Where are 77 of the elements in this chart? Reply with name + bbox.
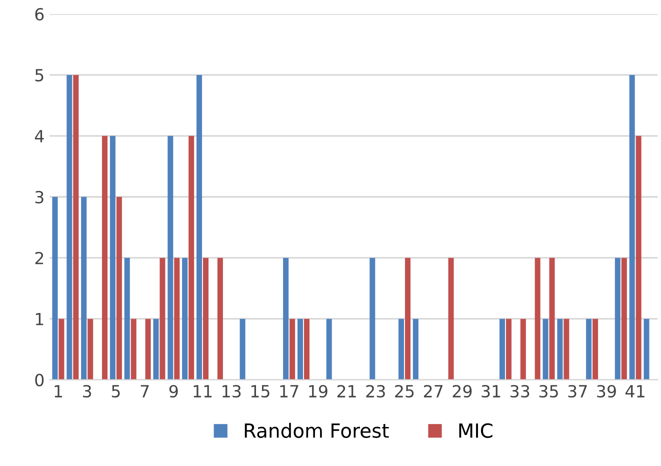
x-tick-label: 41	[626, 385, 644, 398]
bar	[188, 136, 194, 380]
bar	[110, 136, 116, 380]
bar	[52, 196, 58, 380]
bar	[629, 74, 635, 380]
bar	[586, 318, 592, 380]
y-tick-label: 5	[35, 69, 44, 82]
x-tick-label: 39	[597, 384, 616, 398]
y-tick-label: 2	[35, 252, 44, 264]
bar	[304, 318, 310, 380]
bar	[506, 318, 512, 380]
x-tick-label: 29	[452, 384, 472, 398]
bar	[412, 318, 418, 380]
bar	[58, 318, 64, 380]
x-tick-label: 17	[280, 385, 298, 398]
legend-label: MIC	[459, 423, 492, 438]
y-tick-label: 1	[36, 313, 44, 326]
bar	[542, 318, 548, 380]
bar	[73, 74, 79, 380]
bar	[196, 74, 202, 380]
bar	[182, 258, 188, 380]
bar	[644, 318, 650, 380]
bar	[557, 318, 563, 380]
bar	[217, 258, 223, 380]
bar	[370, 258, 376, 380]
bar	[564, 318, 570, 380]
bar	[145, 318, 151, 380]
bar	[636, 136, 642, 380]
x-tick-label: 5	[112, 385, 120, 398]
bar	[160, 258, 166, 380]
bar	[549, 258, 555, 380]
bar	[174, 258, 180, 380]
bar	[614, 258, 620, 380]
bar	[124, 258, 130, 380]
x-tick-label: 13	[222, 384, 241, 398]
x-tick-label: 15	[251, 385, 270, 398]
y-tick-label: 3	[35, 190, 44, 204]
legend-label: Random Forest	[244, 422, 389, 438]
x-tick-label: 33	[510, 384, 530, 398]
bar	[520, 318, 526, 380]
bar	[66, 74, 72, 380]
x-tick-label: 23	[366, 384, 385, 398]
bar	[202, 258, 209, 380]
bar	[621, 258, 627, 380]
x-tick-label: 31	[482, 384, 500, 398]
bar	[81, 196, 87, 380]
bar	[240, 318, 246, 380]
y-tick-label: 6	[35, 8, 44, 21]
bar	[398, 318, 404, 380]
bar	[592, 318, 598, 380]
bar	[448, 258, 454, 380]
x-tick-label: 37	[568, 384, 587, 398]
x-tick-label: 27	[424, 384, 443, 398]
bar	[153, 318, 159, 380]
x-tick-label: 7	[140, 385, 149, 398]
x-tick-label: 1	[54, 385, 62, 398]
x-tick-label: 35	[539, 384, 558, 398]
bar	[88, 318, 94, 380]
x-tick-label: 25	[395, 384, 414, 398]
bar	[116, 196, 122, 380]
bar	[283, 258, 289, 380]
y-tick-label: 0	[35, 374, 44, 386]
x-tick-label: 21	[337, 384, 356, 398]
x-tick-label: 3	[83, 384, 92, 398]
y-tick-label: 4	[34, 130, 44, 142]
x-tick-label: 11	[194, 385, 212, 398]
bar	[297, 318, 304, 380]
x-tick-label: 9	[169, 384, 178, 398]
bar	[168, 136, 174, 380]
bar	[499, 318, 505, 380]
bar	[534, 258, 540, 380]
bar	[404, 258, 410, 380]
x-tick-label: 19	[309, 384, 328, 398]
bar	[290, 318, 296, 380]
bar	[130, 318, 136, 380]
bar	[326, 318, 332, 380]
bar	[102, 136, 108, 380]
